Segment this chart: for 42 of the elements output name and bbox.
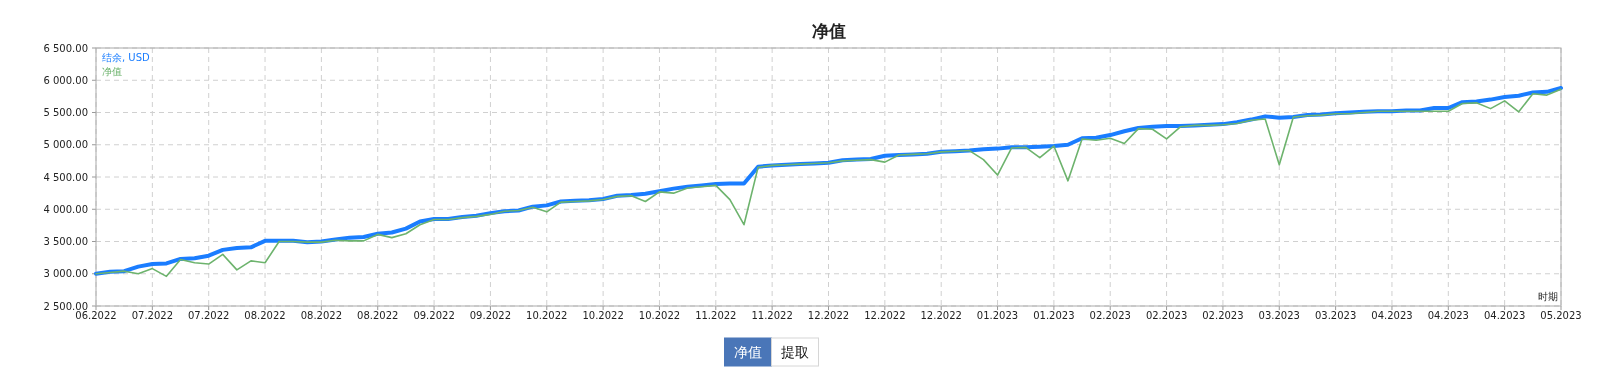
x-tick-label: 08.2022: [357, 310, 399, 321]
x-tick-label: 08.2022: [244, 310, 286, 321]
x-tick-label: 03.2023: [1258, 310, 1300, 321]
chart-title: 净值: [811, 21, 846, 41]
x-tick-label: 04.2023: [1427, 310, 1469, 321]
x-tick-label: 12.2022: [864, 310, 906, 321]
x-tick-label: 05.2023: [1540, 310, 1582, 321]
x-tick-label: 12.2022: [807, 310, 850, 321]
x-tick-label: 08.2022: [300, 310, 343, 321]
x-tick-label: 11.2022: [751, 310, 793, 321]
button: 净值: [724, 337, 772, 367]
text: 净值: [102, 66, 122, 77]
x-axis-title: 时期: [1538, 291, 1558, 302]
x-tick-label: 09.2022: [469, 310, 512, 321]
y-tick-label: 4 500.00: [43, 171, 88, 183]
x-tick-label: 10.2022: [638, 310, 681, 321]
x-tick-label: 09.2022: [413, 310, 455, 321]
x-tick-label: 04.2023: [1371, 310, 1413, 321]
y-tick-label: 5 500.00: [43, 107, 88, 118]
y-tick-label: 6 000.00: [43, 74, 88, 86]
text: 结余, USD: [102, 52, 151, 63]
x-tick-label: 01.2023: [976, 310, 1019, 321]
x-tick-label: 11.2022: [695, 310, 737, 321]
x-tick-label: 03.2023: [1314, 310, 1357, 321]
y-tick-label: 3 500.00: [43, 236, 88, 247]
y-tick-label: 6 500.00: [43, 42, 88, 54]
x-tick-label: 06.2022: [75, 310, 117, 321]
y-tick-label: 3 000.00: [43, 268, 88, 280]
x-tick-label: 01.2023: [1033, 310, 1075, 321]
x-tick-label: 10.2022: [526, 310, 568, 321]
y-tick-label: 2 500.00: [43, 300, 88, 312]
x-tick-label: 10.2022: [582, 310, 624, 321]
x-tick-label: 12.2022: [920, 310, 962, 321]
x-tick-label: 02.2023: [1202, 310, 1244, 321]
x-tick-label: 04.2023: [1483, 310, 1526, 321]
x-tick-label: 02.2023: [1089, 310, 1131, 321]
x-tick-label: 07.2022: [131, 310, 174, 321]
y-tick-label: 4 000.00: [43, 203, 88, 215]
x-tick-label: 02.2023: [1145, 310, 1188, 321]
y-tick-label: 5 000.00: [43, 139, 88, 151]
button: 提取: [771, 337, 819, 367]
x-tick-label: 07.2022: [188, 310, 230, 321]
